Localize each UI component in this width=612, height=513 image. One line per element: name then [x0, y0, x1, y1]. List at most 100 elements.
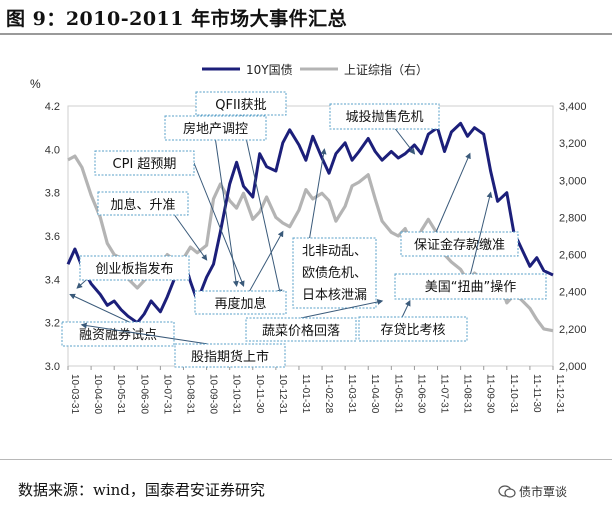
x-tick-label: 11-06-30: [415, 374, 426, 414]
event-label: 日本核泄漏: [302, 287, 367, 303]
right-tick-label: 2,400: [559, 287, 587, 299]
left-axis-unit: %: [30, 77, 41, 91]
event-box: [292, 237, 377, 309]
x-tick-label: 10-06-30: [138, 374, 149, 414]
event-label: CPI 超预期: [113, 157, 177, 172]
event-label: 融资融券试点: [79, 327, 157, 343]
brand-watermark: 债市覃谈: [498, 483, 567, 500]
event-annotation: 创业板指发布: [76, 255, 190, 289]
event-arrow: [401, 299, 411, 318]
event-label: 欧债危机、: [302, 266, 367, 281]
legend-label-index: 上证综指（右）: [344, 62, 428, 77]
event-box: [400, 231, 519, 257]
event-box: [94, 150, 195, 176]
x-tick-label: 10-08-31: [184, 374, 195, 414]
event-box: [97, 191, 189, 216]
x-tick-label: 10-05-31: [115, 374, 126, 414]
event-annotation: 蔬菜价格回落: [245, 299, 384, 342]
right-tick-label: 2,200: [559, 324, 587, 336]
event-arrow: [395, 128, 416, 155]
event-label: 保证金存款缴准: [414, 237, 505, 253]
event-box: [329, 103, 440, 130]
plot-frame: [67, 105, 554, 367]
legend: 10Y国债 上证综指（右）: [202, 62, 428, 77]
x-tick-label: 11-09-30: [485, 374, 496, 414]
event-arrow: [193, 162, 245, 287]
event-label: QFII获批: [215, 98, 266, 113]
left-tick-label: 3.4: [45, 274, 60, 286]
x-tick-label: 11-02-28: [323, 374, 334, 414]
event-box: [245, 317, 357, 342]
right-tick-label: 3,400: [559, 101, 587, 113]
event-arrow: [174, 214, 208, 261]
event-annotation: 房地产调控: [164, 115, 267, 288]
left-tick-label: 4.0: [45, 144, 60, 156]
event-label: 房地产调控: [183, 121, 248, 137]
event-label: 蔬菜价格回落: [262, 323, 340, 339]
left-tick-label: 3.2: [45, 318, 60, 330]
right-tick-label: 3,000: [559, 175, 587, 187]
event-annotation: 再度加息: [194, 230, 287, 315]
event-annotation: 存贷比考核: [358, 299, 468, 342]
event-arrow: [435, 152, 471, 233]
left-tick-label: 3.6: [45, 231, 60, 243]
x-tick-label: 11-10-31: [508, 374, 519, 414]
x-tick-label: 11-01-31: [300, 374, 311, 414]
event-annotation: 融资融券试点: [61, 293, 175, 347]
event-label: 美国“扭曲”操作: [425, 279, 516, 295]
event-annotation: 保证金存款缴准: [400, 152, 519, 257]
event-box: [358, 316, 468, 342]
event-arrow: [240, 114, 283, 296]
figure-title: 图 9：2010-2011 年市场大事件汇总: [6, 8, 348, 30]
event-label: 股指期货上市: [191, 349, 269, 365]
event-label: 存贷比考核: [380, 323, 445, 338]
left-tick-label: 3.0: [45, 361, 60, 373]
legend-label-bond: 10Y国债: [246, 63, 293, 77]
x-tick-label: 11-07-31: [439, 374, 450, 414]
x-tick-label: 10-04-30: [92, 374, 103, 414]
x-tick-label: 11-05-31: [392, 374, 403, 414]
event-box: [61, 321, 175, 347]
right-tick-label: 2,000: [559, 361, 587, 373]
x-tick-label: 10-11-30: [254, 374, 265, 414]
brand-name: 债市覃谈: [519, 485, 568, 499]
event-label: 城投抛售危机: [345, 109, 423, 125]
event-annotation: 城投抛售危机: [329, 103, 440, 155]
event-box: [79, 255, 190, 281]
footer-divider: [0, 459, 612, 460]
right-tick-label: 2,800: [559, 212, 587, 224]
event-arrow: [80, 322, 209, 345]
x-tick-label: 10-12-31: [277, 374, 288, 414]
x-tick-label: 10-09-30: [208, 374, 219, 414]
x-tick-label: 10-03-31: [69, 374, 80, 414]
event-label: 加息、升准: [110, 197, 175, 213]
event-box: [194, 290, 287, 315]
event-arrow: [309, 148, 327, 239]
event-box: [394, 273, 547, 300]
event-annotation: 股指期货上市: [80, 322, 286, 368]
market-events-chart: % 3.0 3.2 3.4 3.6 3.8 4.0 4.2 2,000 2,200 2,400 2,6…: [30, 62, 587, 414]
event-box: [164, 115, 267, 141]
x-tick-label: 11-03-31: [346, 374, 357, 414]
right-tick-label: 2,600: [559, 250, 587, 262]
data-source-note: 数据来源：wind，国泰君安证券研究: [18, 481, 265, 499]
event-annotation: 加息、升准: [97, 191, 208, 261]
left-tick-label: 3.8: [45, 188, 60, 200]
right-tick-label: 3,200: [559, 138, 587, 150]
x-tick-label: 11-11-30: [531, 374, 542, 413]
event-annotation: QFII获批: [195, 91, 287, 296]
wechat-icon: [498, 485, 516, 498]
left-tick-label: 4.2: [45, 101, 60, 113]
x-tick-label: 11-12-31: [554, 374, 565, 414]
event-arrow: [300, 299, 384, 319]
event-annotation: 美国“扭曲”操作: [394, 191, 547, 300]
event-label: 创业板指发布: [95, 261, 173, 277]
x-tick-label: 11-08-31: [462, 374, 473, 414]
event-annotation: 北非动乱、欧债危机、日本核泄漏: [292, 148, 377, 309]
event-arrow: [215, 139, 239, 288]
event-box: [174, 343, 286, 368]
event-arrow: [470, 191, 493, 275]
bond-yield-line: [66, 121, 554, 325]
event-label: 北非动乱、: [302, 244, 367, 259]
event-arrow: [69, 293, 130, 323]
